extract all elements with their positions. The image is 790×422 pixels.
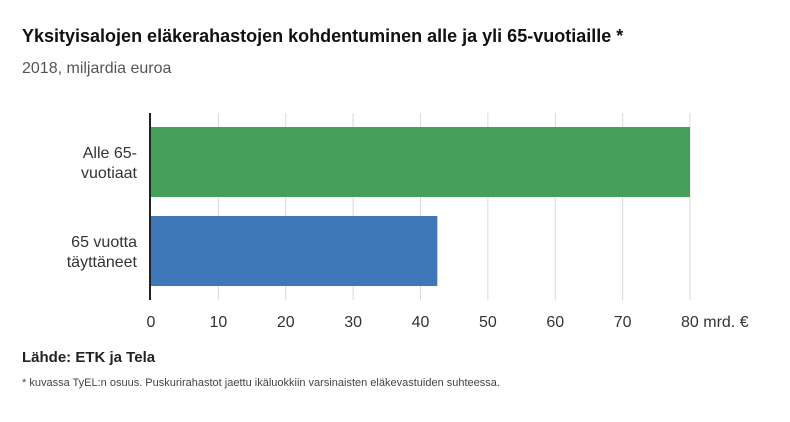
x-tick-label: 40 xyxy=(412,314,430,331)
x-tick-label: 80 mrd. € xyxy=(681,314,749,331)
bar xyxy=(151,127,690,197)
bar-chart: Alle 65-vuotiaat 65 vuotta täyttäneet 0 10 20… xyxy=(67,113,749,331)
x-tick-label: 10 xyxy=(209,314,227,331)
x-tick-label: 30 xyxy=(344,314,362,331)
category-label: 65 vuotta täyttäneet xyxy=(67,234,138,271)
bar xyxy=(151,216,438,286)
chart-subtitle: 2018, miljardia euroa xyxy=(22,60,172,77)
x-tick-label: 50 xyxy=(479,314,497,331)
x-tick-label: 0 xyxy=(147,314,156,331)
chart-title: Yksityisalojen eläkerahastojen kohdentum… xyxy=(22,26,624,46)
footnote: * kuvassa TyEL:n osuus. Puskurirahastot … xyxy=(22,377,500,389)
x-tick-label: 70 xyxy=(614,314,632,331)
x-tick-label: 60 xyxy=(546,314,564,331)
source-label: Lähde: ETK ja Tela xyxy=(22,349,156,366)
category-label: Alle 65-vuotiaat xyxy=(81,145,138,182)
x-tick-label: 20 xyxy=(277,314,295,331)
